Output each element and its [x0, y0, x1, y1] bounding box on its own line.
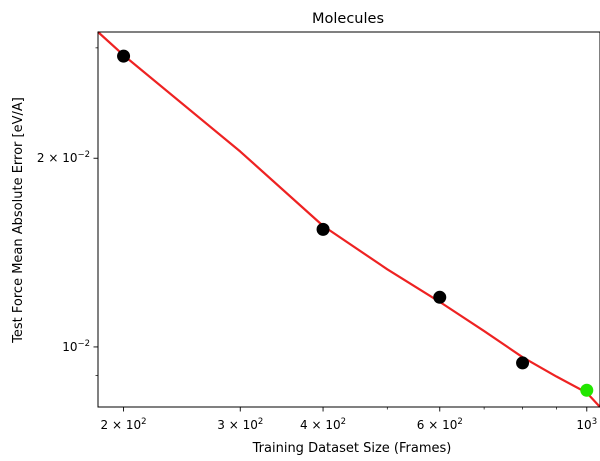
- y-tick-label: 10−2: [62, 339, 90, 354]
- fit-line: [97, 31, 600, 408]
- data-point: [433, 290, 447, 304]
- data-point: [117, 49, 131, 63]
- y-tick-label: 2 × 10−2: [37, 150, 90, 165]
- x-tick-label: 3 × 102: [217, 417, 263, 432]
- x-axis-label: Training Dataset Size (Frames): [252, 441, 452, 456]
- plot-frame: [97, 31, 600, 408]
- chart-title: Molecules: [312, 11, 384, 27]
- data-points-layer: [117, 49, 594, 397]
- fit-curve-layer: [97, 31, 600, 408]
- data-point: [580, 383, 594, 397]
- x-tick-label: 4 × 102: [300, 417, 346, 432]
- y-axis-label: Test Force Mean Absolute Error [eV/A]: [11, 97, 26, 344]
- x-axis-ticks: 2 × 102 3 × 102 4 × 102 6 × 102 103: [101, 407, 597, 432]
- x-tick-label: 2 × 102: [101, 417, 147, 432]
- data-point: [316, 222, 330, 236]
- x-tick-label: 6 × 102: [417, 417, 463, 432]
- data-point: [516, 356, 530, 370]
- y-axis-ticks: 2 × 10−2 10−2: [37, 47, 98, 376]
- x-tick-label: 103: [576, 417, 597, 432]
